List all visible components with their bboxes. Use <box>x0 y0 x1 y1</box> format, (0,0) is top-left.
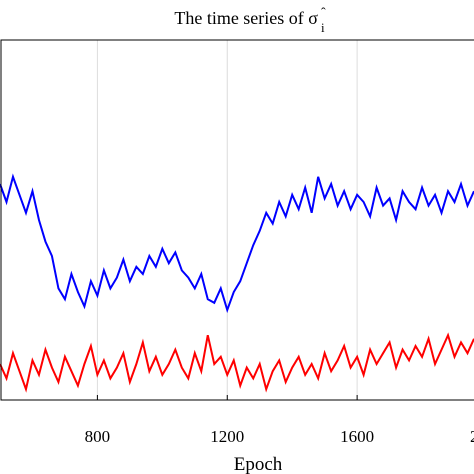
x-tick-label: 800 <box>85 427 111 446</box>
x-tick-label: 1200 <box>210 427 244 446</box>
x-tick-label: 1600 <box>340 427 374 446</box>
title-subscript: i <box>321 20 325 35</box>
chart-title: The time series of σ <box>174 8 318 28</box>
series-line <box>0 332 474 393</box>
series-line <box>0 173 474 314</box>
x-tick-label: 2000 <box>470 427 474 446</box>
title-accent: ˆ <box>321 6 326 21</box>
x-axis-label: Epoch <box>234 454 283 474</box>
axes-box <box>0 39 474 401</box>
